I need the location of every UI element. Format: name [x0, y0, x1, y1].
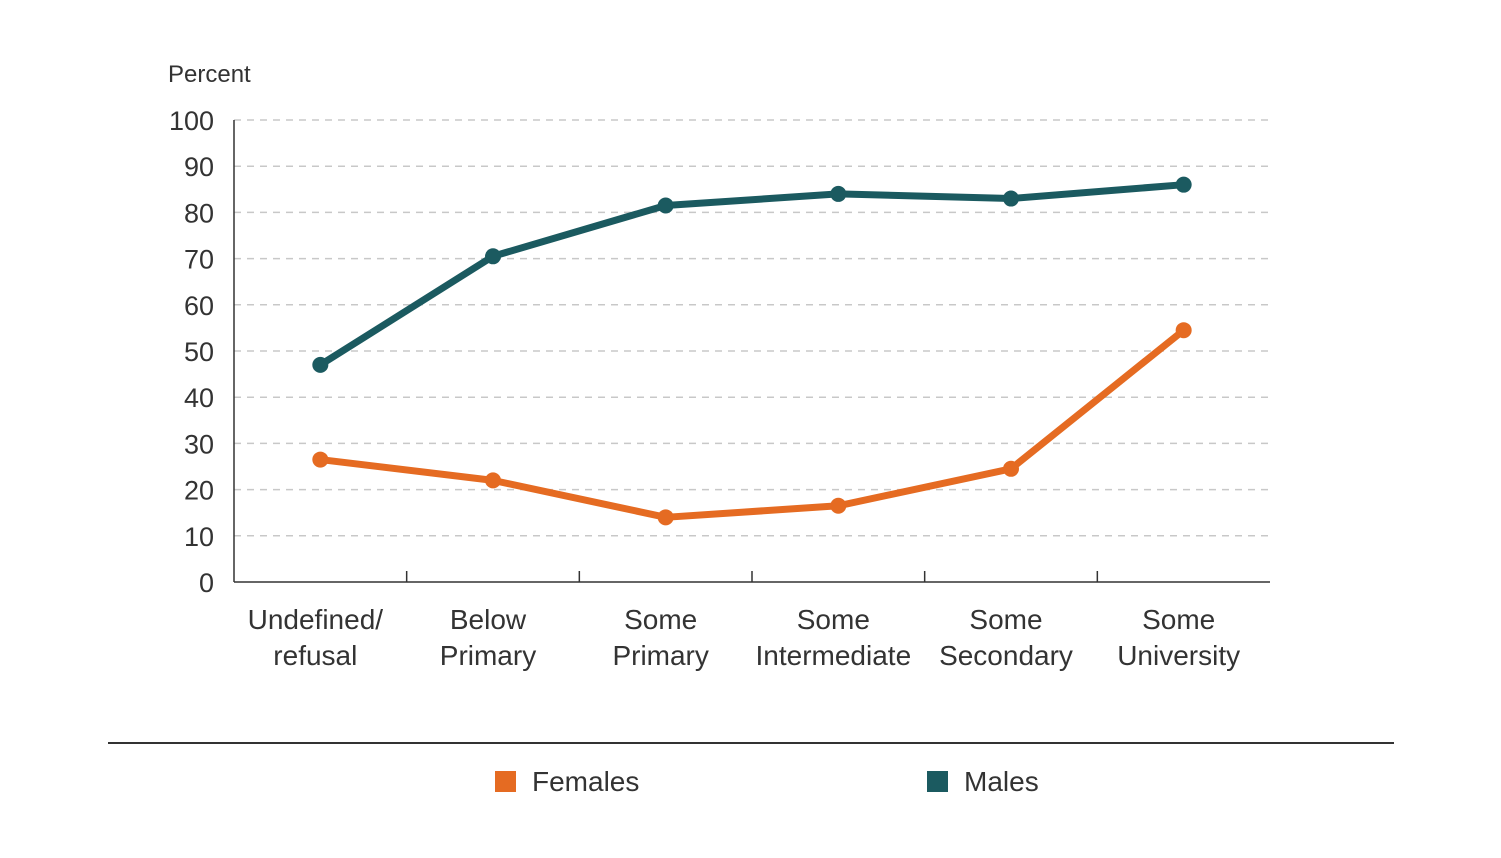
- x-tick-label-4-1: Secondary: [939, 640, 1073, 671]
- y-tick-label-80: 80: [184, 198, 214, 228]
- y-tick-label-30: 30: [184, 429, 214, 459]
- x-tick-label-1-1: Primary: [440, 640, 536, 671]
- gridlines: [234, 119, 1270, 537]
- axes: [233, 120, 1270, 583]
- y-tick-label-20: 20: [184, 476, 214, 506]
- y-tick-labels: 0 10 20 30 40 50 60 70 80 90 100: [169, 106, 214, 598]
- y-tick-label-60: 60: [184, 291, 214, 321]
- x-tick-label-0-0: Undefined/: [248, 604, 384, 635]
- x-tick-label-5-0: Some: [1142, 604, 1215, 635]
- y-tick-label-90: 90: [184, 152, 214, 182]
- x-tick-label-0-1: refusal: [273, 640, 357, 671]
- males-point-0: [312, 356, 329, 373]
- x-tick-label-3-1: Intermediate: [756, 640, 912, 671]
- x-tick-label-3-0: Some: [797, 604, 870, 635]
- males-point-5: [1175, 176, 1192, 193]
- y-tick-label-70: 70: [184, 245, 214, 275]
- x-tick-label-2-0: Some: [624, 604, 697, 635]
- x-tick-label-5-1: University: [1117, 640, 1240, 671]
- females-point-3: [830, 497, 847, 514]
- legend: Females Males: [495, 766, 1039, 797]
- females-point-2: [657, 509, 674, 526]
- y-tick-label-10: 10: [184, 522, 214, 552]
- males-point-1: [485, 248, 501, 265]
- y-tick-label-50: 50: [184, 337, 214, 367]
- y-axis-title: Percent: [168, 61, 251, 88]
- females-point-0: [312, 451, 329, 468]
- series-group: [312, 176, 1192, 526]
- females-legend-label: Females: [532, 766, 639, 797]
- males-point-4: [1003, 190, 1019, 207]
- males-line: [316, 181, 1188, 369]
- males-legend-label: Males: [964, 766, 1039, 797]
- females-point-5: [1175, 322, 1192, 339]
- females-point-4: [1003, 460, 1019, 477]
- x-tick-label-4-0: Some: [969, 604, 1042, 635]
- y-tick-label-0: 0: [199, 568, 214, 598]
- females-point-1: [485, 472, 501, 489]
- females-legend-swatch: [495, 771, 516, 792]
- x-tick-labels: Undefined/refusal Below Primary Some Primary…: [248, 604, 1241, 671]
- x-tick-label-1-0: Below: [450, 604, 527, 635]
- males-point-3: [830, 185, 847, 202]
- y-tick-label-40: 40: [184, 383, 214, 413]
- x-tick-label-2-1: Primary: [612, 640, 708, 671]
- males-point-2: [657, 197, 674, 214]
- males-legend-swatch: [927, 771, 948, 792]
- y-tick-label-100: 100: [169, 106, 214, 136]
- females-line: [316, 326, 1188, 521]
